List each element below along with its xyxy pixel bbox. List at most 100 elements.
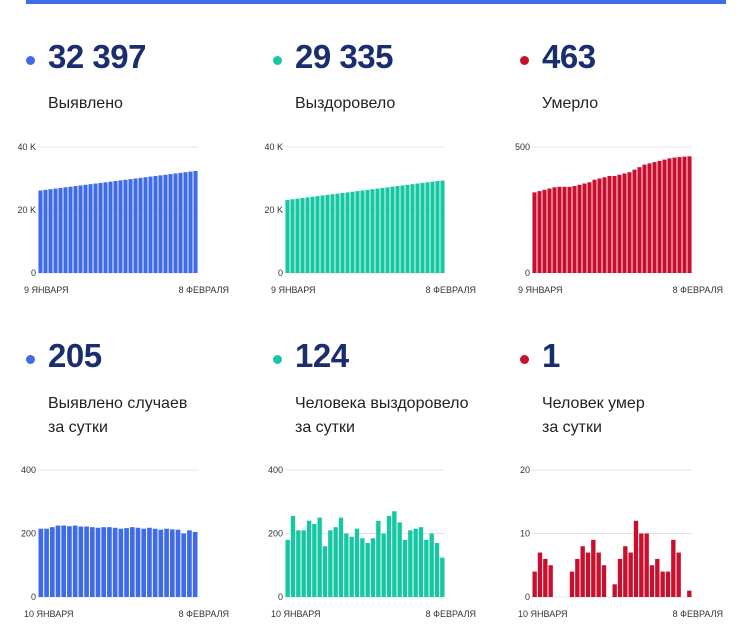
bar [582, 183, 587, 273]
y-tick-label: 40 K [264, 142, 283, 152]
bar [607, 175, 612, 273]
bar [67, 526, 72, 597]
stat-label: Выявлено случаев [48, 395, 188, 412]
bar [83, 184, 88, 273]
bar [672, 157, 677, 273]
legend-dot [26, 355, 35, 364]
bar [188, 171, 193, 273]
bar [333, 527, 338, 597]
bar [330, 194, 335, 273]
x-start-label: 10 ЯНВАРЯ [518, 609, 568, 619]
stat-panel: 205 Выявлено случаев за сутки 0 200 400 10 ЯНВ… [21, 0, 264, 633]
bar [360, 538, 365, 597]
bar [435, 181, 440, 273]
bar [112, 527, 118, 597]
bar [440, 180, 445, 273]
bar [315, 196, 320, 273]
bar [89, 527, 95, 597]
stat-label: Выявлено [48, 95, 123, 112]
bar [429, 533, 434, 597]
bar [434, 543, 440, 597]
legend-dot [520, 355, 529, 364]
bar [290, 199, 295, 273]
bar [632, 169, 637, 273]
bar [381, 533, 386, 597]
y-tick-label: 200 [21, 529, 36, 539]
x-end-label: 8 ФЕВРАЛЯ [426, 609, 476, 619]
bar [649, 565, 655, 597]
bar [420, 182, 425, 273]
bar [310, 196, 315, 273]
bar [49, 527, 55, 597]
y-tick-label: 500 [515, 142, 530, 152]
bar [312, 523, 317, 597]
bar [667, 158, 672, 273]
stat-label: Умерло [542, 95, 599, 112]
bar [158, 529, 164, 597]
bar [587, 182, 592, 273]
bar [408, 530, 413, 597]
bar [320, 195, 325, 273]
bar [360, 190, 365, 273]
bar [402, 539, 408, 597]
bar [344, 533, 349, 597]
bar [301, 530, 306, 597]
bar [38, 528, 44, 597]
bar [306, 520, 312, 597]
bar [168, 174, 173, 273]
bar [158, 175, 163, 273]
stat-number: 205 [48, 337, 102, 374]
bar [101, 527, 107, 597]
bar [597, 178, 602, 273]
bar [370, 538, 376, 597]
bar [93, 183, 98, 273]
bar [572, 186, 577, 273]
bar [305, 197, 310, 273]
bar [676, 552, 681, 597]
bar [107, 527, 112, 597]
bar [152, 528, 158, 597]
bar [627, 172, 632, 273]
bar [55, 525, 61, 597]
bar [108, 181, 113, 273]
bar [68, 186, 73, 273]
stat-number: 29 335 [295, 38, 393, 75]
bar [612, 175, 617, 273]
stat-panel: 1 Человек умер за сутки 0 10 20 10 ЯНВАРЯ 8 ФЕВ… [518, 0, 745, 633]
legend-dot [273, 56, 282, 65]
bar [61, 525, 67, 597]
bar [552, 187, 557, 273]
bar [124, 528, 129, 597]
bar [38, 190, 43, 273]
bar [118, 528, 124, 597]
bar [671, 539, 676, 597]
bar [591, 539, 596, 597]
bar [95, 527, 101, 597]
x-end-label: 8 ФЕВРАЛЯ [179, 285, 229, 295]
stat-label: Человека выздоровело [295, 395, 469, 412]
bar [141, 528, 147, 597]
bar [72, 525, 78, 597]
bar [163, 174, 168, 273]
bar [585, 552, 591, 597]
bar [390, 186, 395, 273]
bar [424, 539, 429, 597]
bar [532, 571, 537, 597]
bar [43, 189, 48, 273]
stat-panel: 124 Человека выздоровело за сутки 0 200 400 10… [268, 0, 511, 633]
bar [73, 186, 78, 273]
bar [662, 159, 667, 273]
bar [98, 182, 103, 273]
legend-dot [520, 56, 529, 65]
bar [577, 184, 582, 273]
x-end-label: 8 ФЕВРАЛЯ [426, 285, 476, 295]
bar [365, 543, 370, 597]
bar [639, 533, 644, 597]
bar [413, 528, 418, 597]
bar [687, 590, 692, 597]
stat-label: Выздоровело [295, 95, 396, 112]
bar [296, 530, 301, 597]
bar [285, 539, 290, 597]
y-tick-label: 200 [268, 529, 283, 539]
bar [285, 199, 290, 273]
